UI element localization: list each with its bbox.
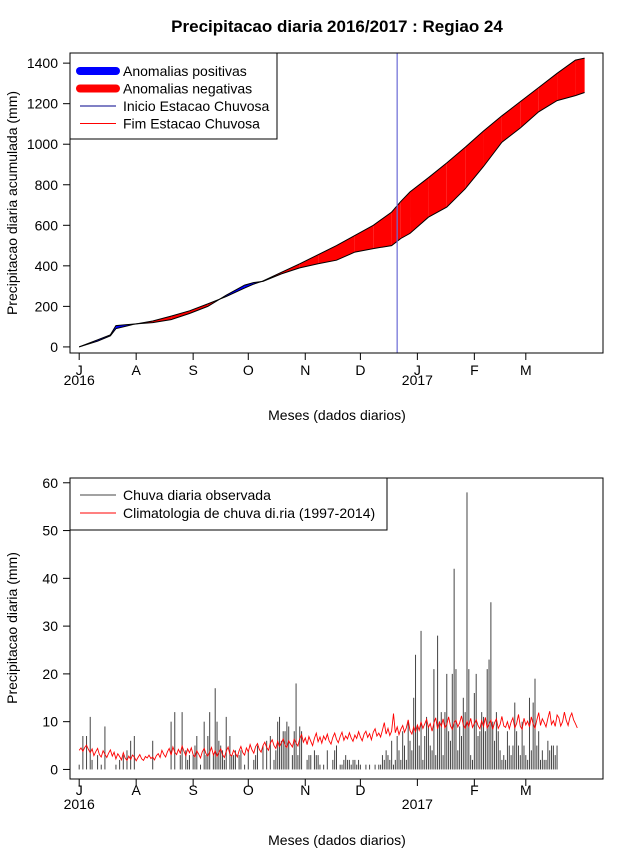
legend-box: [69, 477, 388, 531]
negative-anomaly-area: [575, 58, 585, 96]
x-tick-label: S: [188, 362, 197, 378]
y-tick-label: 10: [42, 714, 58, 730]
chart-title: Precipitacao diaria 2016/2017 : Regiao 2…: [171, 17, 503, 36]
daily-panel: 0 10 20 30 40 50 60 J A S O N D F M 2016 2017 Meses (da…: [4, 475, 604, 848]
year-label: 2016: [64, 372, 95, 388]
negative-anomaly-area: [410, 177, 429, 234]
climatology-cumulative-line: [79, 57, 585, 348]
daily-climatology-line: [78, 711, 578, 762]
negative-anomaly-area: [400, 191, 411, 239]
x-tick-label: D: [355, 362, 365, 378]
y-tick-label: 1000: [27, 136, 58, 152]
negative-anomaly-area: [538, 73, 558, 112]
legend-label: Anomalias negativas: [123, 81, 252, 97]
daily-x-axis-label: Meses (dados diarios): [268, 832, 406, 848]
x-tick-label: F: [470, 362, 479, 378]
observed-cumulative-line: [79, 92, 585, 348]
y-tick-label: 30: [42, 618, 58, 634]
y-tick-label: 200: [35, 298, 59, 314]
cumulative-plot-frame: [69, 52, 604, 354]
legend-label: Inicio Estacao Chuvosa: [123, 98, 270, 114]
cumulative-panel: 0 200 400 600 800 1000 1200 1400 J A S O N D J F M 2016 2…: [4, 52, 604, 423]
y-tick-label: 0: [50, 761, 58, 777]
x-tick-label: A: [131, 782, 141, 798]
legend-label: Climatologia de chuva di.ria (1997-2014): [123, 505, 375, 521]
x-tick-label: S: [188, 782, 197, 798]
y-tick-label: 20: [42, 666, 58, 682]
daily-legend: Chuva diaria observada Climatologia de ch…: [69, 477, 388, 531]
y-tick-label: 40: [42, 570, 58, 586]
negative-anomaly-area: [428, 162, 447, 218]
daily-y-axis-label: Precipitacao diaria (mm): [4, 552, 20, 704]
x-tick-label: O: [243, 362, 254, 378]
negative-anomaly-area: [354, 225, 374, 253]
negative-anomaly-area: [520, 87, 539, 128]
y-tick-label: 1200: [27, 96, 58, 112]
negative-anomaly-area: [391, 201, 401, 246]
x-tick-label: J: [414, 362, 421, 378]
negative-anomaly-area: [483, 115, 502, 167]
legend-label: Fim Estacao Chuvosa: [123, 116, 260, 132]
negative-anomaly-area: [171, 310, 190, 320]
x-tick-label: D: [355, 782, 365, 798]
x-tick-label: N: [300, 362, 310, 378]
y-tick-label: 0: [50, 339, 58, 355]
y-tick-label: 600: [35, 217, 59, 233]
cumulative-y-axis-label: Precipitacao diaria acumulada (mm): [4, 91, 20, 315]
y-tick-label: 1400: [27, 55, 58, 71]
y-tick-label: 800: [35, 177, 59, 193]
negative-anomaly-area: [189, 303, 208, 314]
negative-anomaly-area: [373, 212, 392, 249]
x-tick-label: O: [243, 782, 254, 798]
year-label: 2016: [64, 796, 95, 812]
legend-label: Anomalias positivas: [123, 63, 247, 79]
x-tick-label: N: [300, 782, 310, 798]
y-tick-label: 50: [42, 523, 58, 539]
x-tick-label: M: [520, 362, 532, 378]
year-label: 2017: [402, 372, 433, 388]
negative-anomaly-area: [501, 101, 521, 143]
x-tick-label: F: [470, 782, 479, 798]
cumulative-legend: Anomalias positivas Anomalias negativasIn…: [69, 52, 278, 140]
negative-anomaly-area: [318, 245, 337, 264]
x-tick-label: J: [76, 782, 83, 798]
year-label: 2017: [402, 796, 433, 812]
x-tick-label: J: [76, 362, 83, 378]
cumulative-x-axis-label: Meses (dados diarios): [268, 407, 406, 423]
negative-anomaly-area: [465, 131, 484, 189]
y-tick-label: 400: [35, 258, 59, 274]
negative-anomaly-area: [446, 147, 466, 208]
x-tick-label: A: [131, 362, 141, 378]
y-tick-label: 60: [42, 475, 58, 491]
legend-label: Chuva diaria observada: [123, 487, 271, 503]
x-tick-label: M: [520, 782, 532, 798]
